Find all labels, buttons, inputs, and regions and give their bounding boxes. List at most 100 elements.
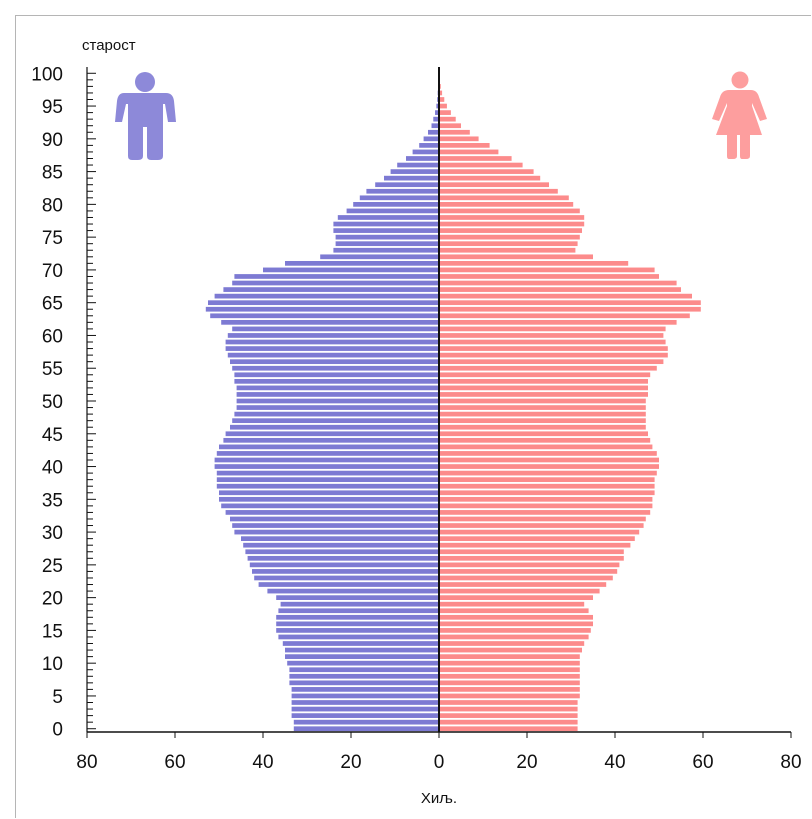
bar-female-age-45 xyxy=(439,431,648,437)
y-tick-label-40: 40 xyxy=(42,458,63,479)
bar-female-age-48 xyxy=(439,411,646,417)
bar-female-age-69 xyxy=(439,274,659,279)
y-tick-label-20: 20 xyxy=(42,589,63,610)
bar-female-age-97 xyxy=(439,90,443,96)
bar-female-age-27 xyxy=(439,549,624,555)
bar-male-age-7 xyxy=(289,680,439,686)
bar-female-age-89 xyxy=(439,143,490,148)
bar-male-age-94 xyxy=(435,110,439,115)
x-tick-label-6: 40 xyxy=(604,752,625,773)
bar-male-age-48 xyxy=(234,411,439,417)
y-tick-label-100: 100 xyxy=(31,64,63,85)
bar-male-age-77 xyxy=(333,221,439,227)
bar-female-age-91 xyxy=(439,129,470,135)
bar-male-age-50 xyxy=(236,398,439,404)
x-tick-label-1: 60 xyxy=(164,752,185,773)
y-tick-label-30: 30 xyxy=(42,523,63,544)
bar-male-age-85 xyxy=(390,169,439,174)
bar-male-age-41 xyxy=(214,457,439,463)
bar-male-age-81 xyxy=(359,195,439,201)
bar-male-age-24 xyxy=(252,569,439,574)
bar-male-age-37 xyxy=(216,483,439,489)
bar-male-age-12 xyxy=(285,647,439,653)
y-tick-label-90: 90 xyxy=(42,130,63,151)
y-tick-label-50: 50 xyxy=(42,392,63,413)
bar-female-age-44 xyxy=(439,437,651,443)
bar-female-age-54 xyxy=(439,372,651,378)
bar-female-age-13 xyxy=(439,641,585,646)
bar-female-age-29 xyxy=(439,536,635,542)
bar-female-age-60 xyxy=(439,333,664,338)
bar-female-age-39 xyxy=(439,470,657,476)
bar-male-age-52 xyxy=(236,385,439,391)
bar-male-age-58 xyxy=(225,346,439,351)
bar-female-age-43 xyxy=(439,444,653,450)
bar-female-age-11 xyxy=(439,654,580,659)
y-tick-label-80: 80 xyxy=(42,195,63,216)
bar-female-age-94 xyxy=(439,110,451,115)
bar-female-age-55 xyxy=(439,365,657,371)
bar-female-age-74 xyxy=(439,241,578,247)
bar-female-age-56 xyxy=(439,359,664,365)
bar-male-age-18 xyxy=(278,608,439,614)
bar-male-age-6 xyxy=(291,687,439,692)
bar-male-age-19 xyxy=(280,601,439,607)
bar-male-age-45 xyxy=(225,431,439,437)
bar-male-age-79 xyxy=(346,208,439,214)
bar-female-age-61 xyxy=(439,326,666,332)
bar-female-age-59 xyxy=(439,339,666,345)
bar-female-age-92 xyxy=(439,123,461,129)
bar-female-age-21 xyxy=(439,588,600,594)
bar-male-age-89 xyxy=(419,143,439,148)
bar-female-age-42 xyxy=(439,451,657,456)
bar-female-age-87 xyxy=(439,156,512,161)
bar-female-age-34 xyxy=(439,503,653,509)
bar-female-age-18 xyxy=(439,608,589,614)
x-tick-label-3: 20 xyxy=(340,752,361,773)
bar-male-age-75 xyxy=(335,234,439,240)
bar-female-age-76 xyxy=(439,228,582,233)
bar-female-age-28 xyxy=(439,542,631,548)
y-axis-title: старост xyxy=(82,37,136,54)
x-tick-label-0: 80 xyxy=(76,752,97,773)
bar-male-age-78 xyxy=(337,215,439,220)
bar-female-age-80 xyxy=(439,202,574,207)
bar-male-age-65 xyxy=(208,300,439,306)
y-tick-label-85: 85 xyxy=(42,163,63,184)
bar-female-age-47 xyxy=(439,418,646,424)
bar-male-age-17 xyxy=(276,614,439,620)
bar-female-age-82 xyxy=(439,188,558,194)
bar-male-age-5 xyxy=(291,693,439,699)
y-tick-label-0: 0 xyxy=(52,720,63,741)
bar-female-age-8 xyxy=(439,673,580,679)
bar-female-age-20 xyxy=(439,595,593,600)
bar-female-age-40 xyxy=(439,464,659,469)
bar-female-age-32 xyxy=(439,516,646,522)
bar-female-age-15 xyxy=(439,628,591,633)
x-tick-label-2: 40 xyxy=(252,752,273,773)
bar-female-age-17 xyxy=(439,614,593,620)
bar-female-age-72 xyxy=(439,254,593,260)
bars-group xyxy=(205,70,701,732)
bar-male-age-11 xyxy=(285,654,439,659)
y-tick-label-15: 15 xyxy=(42,621,63,642)
y-tick-label-70: 70 xyxy=(42,261,63,282)
bar-female-age-66 xyxy=(439,293,692,299)
bar-male-age-8 xyxy=(289,673,439,679)
bar-male-age-16 xyxy=(276,621,439,627)
bar-male-age-0 xyxy=(293,726,439,732)
bar-male-age-14 xyxy=(278,634,439,640)
bar-female-age-12 xyxy=(439,647,582,653)
bar-male-age-92 xyxy=(431,123,439,129)
bar-male-age-68 xyxy=(232,280,439,286)
bar-male-age-61 xyxy=(232,326,439,332)
bar-female-age-22 xyxy=(439,582,607,587)
bar-male-age-70 xyxy=(263,267,439,273)
bar-male-age-82 xyxy=(366,188,439,194)
bar-male-age-73 xyxy=(333,247,439,253)
bar-male-age-25 xyxy=(249,562,439,568)
bar-female-age-10 xyxy=(439,660,580,666)
y-tick-label-35: 35 xyxy=(42,490,63,511)
axes-group: 0 5 10 15 20 25 30 35 40 45 50 55 60 65 70 75 80 85 90 95 10… xyxy=(31,64,801,773)
bar-male-age-33 xyxy=(225,510,439,515)
